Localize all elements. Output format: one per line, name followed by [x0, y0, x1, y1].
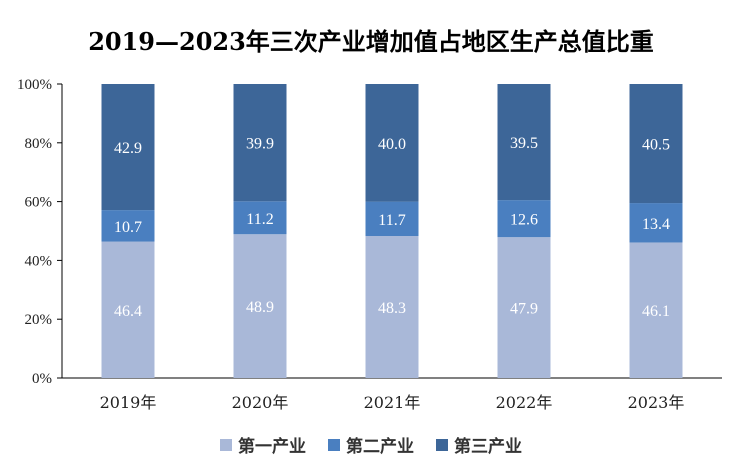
data-label: 39.5 [510, 135, 538, 152]
bar-segment [629, 84, 683, 204]
data-label: 48.3 [378, 300, 406, 317]
y-tick-label: 40% [25, 253, 53, 269]
x-tick-label: 2020年 [232, 393, 289, 412]
legend-swatch [220, 438, 232, 451]
bar-segment [101, 84, 155, 211]
y-tick-label: 80% [25, 136, 53, 152]
chart-title: 2019—2023年三次产业增加值占地区生产总值比重 [88, 27, 654, 56]
legend: 第一产业 第二产业 第三产业 [0, 432, 742, 457]
legend-item: 第三产业 [436, 432, 522, 457]
bar-segment [233, 84, 287, 202]
bar-segment [629, 203, 683, 243]
bar-segment [233, 201, 287, 235]
data-label: 11.7 [378, 212, 405, 229]
bar-segment [365, 201, 419, 236]
data-label: 13.4 [642, 216, 670, 233]
bar-segment [629, 242, 683, 378]
legend-swatch [436, 438, 448, 451]
legend-label: 第一产业 [238, 437, 306, 457]
legend-item: 第二产业 [328, 432, 414, 457]
data-label: 39.9 [246, 136, 274, 153]
bar-segment [497, 200, 551, 238]
bar-segment [101, 241, 155, 378]
bar-segment [497, 84, 551, 201]
data-label: 46.1 [642, 303, 670, 320]
y-tick-label: 0% [32, 371, 52, 387]
x-tick-label: 2023年 [628, 393, 685, 412]
bar-segment [101, 210, 155, 242]
data-label: 40.5 [642, 137, 670, 154]
data-label: 40.0 [378, 136, 406, 153]
legend-label: 第二产业 [346, 437, 414, 457]
x-tick-label: 2019年 [100, 393, 157, 412]
data-label: 42.9 [114, 140, 142, 157]
y-tick-label: 60% [25, 195, 53, 211]
data-label: 48.9 [246, 299, 274, 316]
y-tick-label: 20% [25, 312, 53, 328]
legend-item: 第一产业 [220, 432, 306, 457]
legend-label: 第三产业 [454, 437, 522, 457]
bar-segment [497, 237, 551, 378]
x-tick-label: 2021年 [364, 393, 421, 412]
x-tick-label: 2022年 [496, 393, 553, 412]
data-label: 46.4 [114, 303, 142, 320]
data-label: 47.9 [510, 301, 538, 318]
legend-swatch [328, 438, 340, 451]
bar-segment [365, 235, 419, 378]
bar-segment [233, 234, 287, 378]
y-tick-label: 100% [17, 77, 52, 93]
data-label: 11.2 [246, 211, 273, 228]
data-label: 12.6 [510, 212, 538, 229]
bar-segment [365, 84, 419, 202]
data-label: 10.7 [114, 219, 142, 236]
